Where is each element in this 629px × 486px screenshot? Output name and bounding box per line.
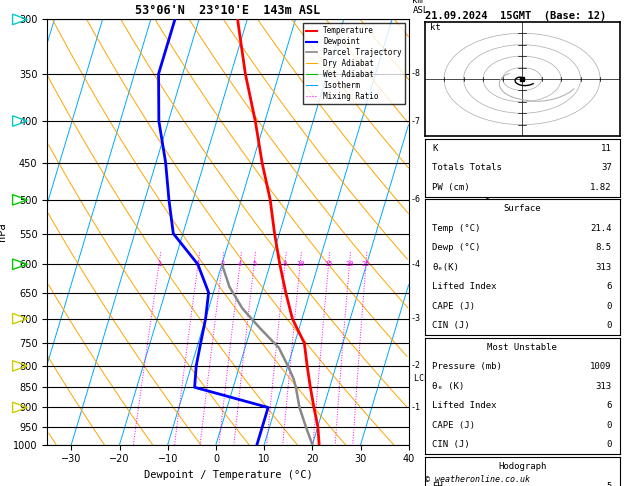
Text: 8: 8 bbox=[283, 261, 287, 267]
Text: PW (cm): PW (cm) bbox=[432, 183, 470, 191]
Text: -1: -1 bbox=[410, 403, 420, 412]
Text: Lifted Index: Lifted Index bbox=[432, 401, 497, 410]
Text: -4: -4 bbox=[410, 260, 420, 269]
Text: -2: -2 bbox=[410, 362, 420, 370]
Text: CAPE (J): CAPE (J) bbox=[432, 421, 476, 430]
Text: -3: -3 bbox=[410, 314, 420, 323]
Text: Lifted Index: Lifted Index bbox=[432, 282, 497, 291]
Text: 5: 5 bbox=[252, 261, 256, 267]
Text: LCL: LCL bbox=[409, 374, 429, 383]
Text: Hodograph: Hodograph bbox=[498, 462, 546, 471]
Text: 0: 0 bbox=[606, 421, 612, 430]
Text: CAPE (J): CAPE (J) bbox=[432, 302, 476, 311]
Text: Totals Totals: Totals Totals bbox=[432, 163, 502, 172]
Text: Dewp (°C): Dewp (°C) bbox=[432, 243, 481, 252]
Text: CIN (J): CIN (J) bbox=[432, 440, 470, 449]
Text: 6: 6 bbox=[606, 282, 612, 291]
Text: Pressure (mb): Pressure (mb) bbox=[432, 363, 502, 371]
Title: 53°06'N  23°10'E  143m ASL: 53°06'N 23°10'E 143m ASL bbox=[135, 4, 321, 17]
Text: Most Unstable: Most Unstable bbox=[487, 343, 557, 352]
Text: θₑ(K): θₑ(K) bbox=[432, 263, 459, 272]
Text: Temp (°C): Temp (°C) bbox=[432, 224, 481, 233]
Text: kt: kt bbox=[430, 23, 441, 32]
Text: Surface: Surface bbox=[503, 205, 541, 213]
Text: 21.09.2024  15GMT  (Base: 12): 21.09.2024 15GMT (Base: 12) bbox=[425, 11, 606, 21]
Text: 0: 0 bbox=[606, 321, 612, 330]
Legend: Temperature, Dewpoint, Parcel Trajectory, Dry Adiabat, Wet Adiabat, Isotherm, Mi: Temperature, Dewpoint, Parcel Trajectory… bbox=[303, 23, 405, 104]
Text: 3: 3 bbox=[220, 261, 225, 267]
Text: 313: 313 bbox=[596, 382, 612, 391]
Text: 4: 4 bbox=[238, 261, 242, 267]
Text: 15: 15 bbox=[325, 261, 333, 267]
Text: 0: 0 bbox=[606, 302, 612, 311]
Text: 0: 0 bbox=[606, 440, 612, 449]
Text: 2: 2 bbox=[196, 261, 200, 267]
Text: 313: 313 bbox=[596, 263, 612, 272]
Text: 25: 25 bbox=[362, 261, 370, 267]
Text: © weatheronline.co.uk: © weatheronline.co.uk bbox=[425, 474, 530, 484]
Text: 11: 11 bbox=[601, 144, 612, 153]
Text: 5: 5 bbox=[606, 482, 612, 486]
Text: CIN (J): CIN (J) bbox=[432, 321, 470, 330]
Text: 21.4: 21.4 bbox=[590, 224, 612, 233]
Text: km
ASL: km ASL bbox=[413, 0, 428, 15]
Text: 10: 10 bbox=[296, 261, 304, 267]
Text: -8: -8 bbox=[410, 69, 420, 78]
Y-axis label: hPa: hPa bbox=[0, 223, 8, 242]
Text: 1009: 1009 bbox=[590, 363, 612, 371]
Text: EH: EH bbox=[432, 482, 443, 486]
Text: K: K bbox=[432, 144, 438, 153]
Text: 1.82: 1.82 bbox=[590, 183, 612, 191]
Text: θₑ (K): θₑ (K) bbox=[432, 382, 465, 391]
Text: 6: 6 bbox=[606, 401, 612, 410]
Text: 37: 37 bbox=[601, 163, 612, 172]
Text: 1: 1 bbox=[157, 261, 161, 267]
Text: -6: -6 bbox=[410, 195, 420, 205]
Text: Mixing Ratio (g/kg): Mixing Ratio (g/kg) bbox=[484, 176, 493, 288]
X-axis label: Dewpoint / Temperature (°C): Dewpoint / Temperature (°C) bbox=[143, 470, 313, 480]
Text: 20: 20 bbox=[345, 261, 353, 267]
Text: 8.5: 8.5 bbox=[596, 243, 612, 252]
Text: -7: -7 bbox=[410, 117, 420, 125]
